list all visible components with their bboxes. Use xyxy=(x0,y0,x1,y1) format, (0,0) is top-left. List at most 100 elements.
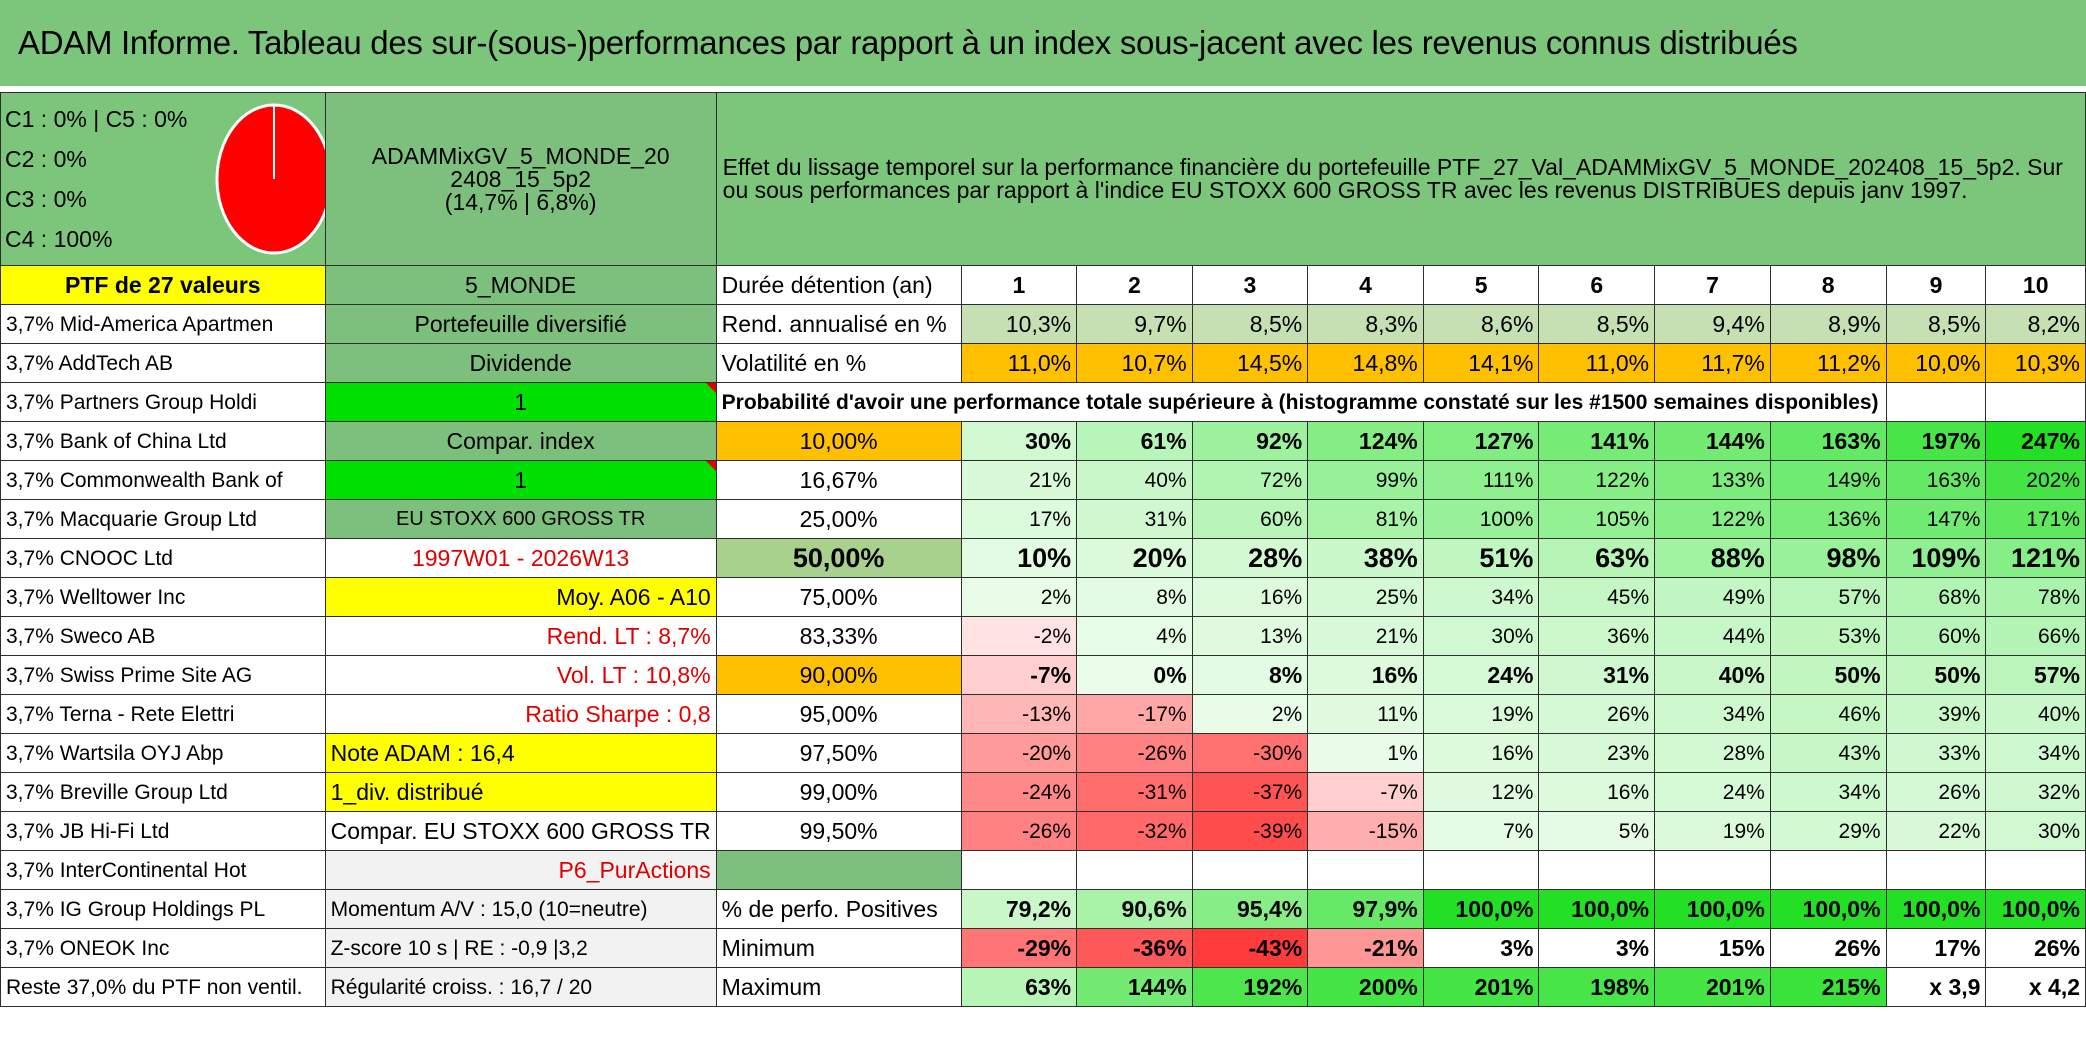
empty-cell xyxy=(1985,382,2086,422)
empty-cell xyxy=(1191,850,1309,890)
prob-value: 50% xyxy=(1769,655,1887,695)
vol-value: 11,2% xyxy=(1769,343,1887,383)
pos-value: 95,4% xyxy=(1191,889,1309,929)
year-header-9: 9 xyxy=(1885,265,1987,305)
prob-value: -7% xyxy=(960,655,1078,695)
rend-value: 8,9% xyxy=(1769,304,1887,344)
vol-value: 14,5% xyxy=(1191,343,1309,383)
prob-value: 66% xyxy=(1985,616,2086,656)
holding-name: Reste 37,0% du PTF non ventil. xyxy=(0,967,326,1007)
max-value: 215% xyxy=(1769,967,1887,1007)
empty-cell xyxy=(1769,850,1887,890)
max-value: 201% xyxy=(1422,967,1540,1007)
prob-value: 24% xyxy=(1654,772,1771,812)
min-value: -36% xyxy=(1076,928,1193,968)
prob-value: 127% xyxy=(1422,421,1540,461)
prob-value: 21% xyxy=(960,460,1078,500)
year-header-7: 7 xyxy=(1654,265,1771,305)
holding-name: 3,7% Wartsila OYJ Abp xyxy=(0,733,326,773)
prob-value: 0% xyxy=(1076,655,1193,695)
prob-value: 121% xyxy=(1985,538,2086,578)
prob-value: 61% xyxy=(1076,421,1193,461)
holding-name: 3,7% Bank of China Ltd xyxy=(0,421,326,461)
prob-value: 72% xyxy=(1191,460,1309,500)
prob-value: 2% xyxy=(1191,694,1309,734)
year-header-3: 3 xyxy=(1191,265,1309,305)
vol-value: 11,0% xyxy=(1538,343,1656,383)
prob-value: 29% xyxy=(1769,811,1887,851)
max-value: 144% xyxy=(1076,967,1193,1007)
prob-value: 4% xyxy=(1076,616,1193,656)
empty-cell xyxy=(715,850,962,890)
prob-threshold: 50,00% xyxy=(715,538,962,578)
min-value: 26% xyxy=(1769,928,1887,968)
max-value: 198% xyxy=(1538,967,1656,1007)
info-cell: Compar. index xyxy=(324,421,717,461)
portfolio-stats: (14,7% | 6,8%) xyxy=(444,188,597,215)
year-header-2: 2 xyxy=(1076,265,1193,305)
class-line-4: C4 : 100% xyxy=(5,226,113,252)
min-value: -29% xyxy=(960,928,1078,968)
vol-value: 11,0% xyxy=(960,343,1078,383)
prob-threshold: 97,50% xyxy=(715,733,962,773)
max-value: x 3,9 xyxy=(1885,967,1987,1007)
prob-value: 21% xyxy=(1307,616,1424,656)
pos-value: 100,0% xyxy=(1422,889,1540,929)
max-value: x 4,2 xyxy=(1985,967,2086,1007)
prob-value: 30% xyxy=(1985,811,2086,851)
holding-name: 3,7% Commonwealth Bank of xyxy=(0,460,326,500)
prob-value: 43% xyxy=(1769,733,1887,773)
prob-value: -2% xyxy=(960,616,1078,656)
prob-value: 49% xyxy=(1654,577,1771,617)
rend-value: 8,5% xyxy=(1191,304,1309,344)
holding-name: 3,7% Partners Group Holdi xyxy=(0,382,326,422)
info-cell: Vol. LT : 10,8% xyxy=(324,655,717,695)
pos-value: 100,0% xyxy=(1985,889,2086,929)
prob-value: 16% xyxy=(1307,655,1424,695)
portfolio-name-part: ADAMMixGV_5_MONDE_20 xyxy=(371,142,670,169)
prob-value: 1% xyxy=(1307,733,1424,773)
info-cell: Régularité croiss. : 16,7 / 20 xyxy=(324,967,717,1007)
prob-value: 11% xyxy=(1307,694,1424,734)
prob-value: 12% xyxy=(1422,772,1540,812)
prob-value: 149% xyxy=(1769,460,1887,500)
vol-value: 14,1% xyxy=(1422,343,1540,383)
prob-value: 19% xyxy=(1654,811,1771,851)
prob-value: 39% xyxy=(1885,694,1987,734)
prob-value: 5% xyxy=(1538,811,1656,851)
year-header-10: 10 xyxy=(1985,265,2086,305)
info-cell: Z-score 10 s | RE : -0,9 |3,2 xyxy=(324,928,717,968)
zone-label: 5_MONDE xyxy=(324,265,717,305)
prob-value: 68% xyxy=(1885,577,1987,617)
prob-value: 60% xyxy=(1885,616,1987,656)
holding-name: 3,7% Mid-America Apartmen xyxy=(0,304,326,344)
prob-value: 28% xyxy=(1191,538,1309,578)
prob-value: -31% xyxy=(1076,772,1193,812)
prob-value: 147% xyxy=(1885,499,1987,539)
info-cell: Dividende xyxy=(324,343,717,383)
rend-value: 8,3% xyxy=(1307,304,1424,344)
prob-value: 34% xyxy=(1985,733,2086,773)
info-cell: EU STOXX 600 GROSS TR xyxy=(324,499,717,539)
pos-value: 100,0% xyxy=(1769,889,1887,929)
performance-grid: C1 : 0% | C5 : 0% C2 : 0% C3 : 0% C4 : 100%… xyxy=(0,92,2086,1007)
empty-cell xyxy=(1076,850,1193,890)
prob-value: 19% xyxy=(1422,694,1540,734)
prob-threshold: 16,67% xyxy=(715,460,962,500)
prob-value: 8% xyxy=(1076,577,1193,617)
prob-value: 33% xyxy=(1885,733,1987,773)
prob-value: 124% xyxy=(1307,421,1424,461)
prob-value: 92% xyxy=(1191,421,1309,461)
prob-value: 25% xyxy=(1307,577,1424,617)
prob-value: -37% xyxy=(1191,772,1309,812)
min-value: -21% xyxy=(1307,928,1424,968)
pos-label: % de perfo. Positives xyxy=(715,889,962,929)
holding-name: 3,7% Welltower Inc xyxy=(0,577,326,617)
info-cell: Portefeuille diversifié xyxy=(324,304,717,344)
min-label: Minimum xyxy=(715,928,962,968)
year-header-6: 6 xyxy=(1538,265,1656,305)
prob-threshold: 95,00% xyxy=(715,694,962,734)
info-cell: Ratio Sharpe : 0,8 xyxy=(324,694,717,734)
report-title: ADAM Informe. Tableau des sur-(sous-)per… xyxy=(0,0,2086,86)
